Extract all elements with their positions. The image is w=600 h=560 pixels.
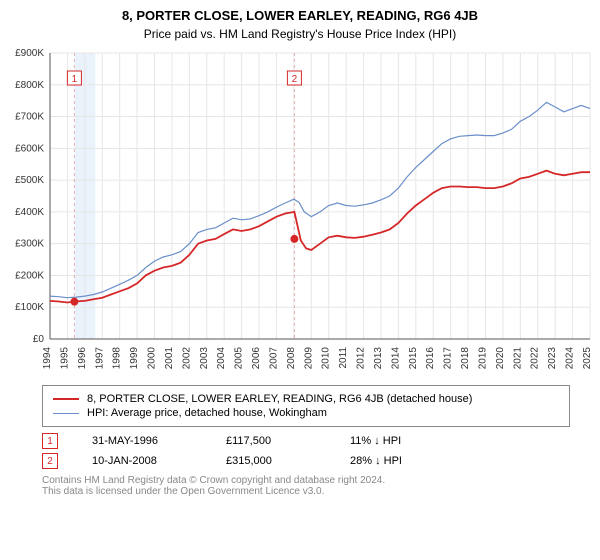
legend-swatch [53,413,79,414]
svg-text:2015: 2015 [408,347,419,370]
attribution: Contains HM Land Registry data © Crown c… [42,475,570,497]
svg-text:2016: 2016 [425,347,436,370]
series-hpi [50,102,590,297]
svg-text:1: 1 [72,74,78,85]
chart-subtitle: Price paid vs. HM Land Registry's House … [0,23,600,49]
legend-label: 8, PORTER CLOSE, LOWER EARLEY, READING, … [87,393,472,405]
legend-label: HPI: Average price, detached house, Woki… [87,407,327,419]
svg-text:1998: 1998 [112,347,123,370]
marker-price: £315,000 [226,455,316,467]
svg-text:2020: 2020 [495,347,506,370]
svg-text:2023: 2023 [547,347,558,370]
svg-text:2008: 2008 [286,347,297,370]
svg-text:2011: 2011 [338,347,349,369]
svg-text:2018: 2018 [460,347,471,370]
svg-text:2025: 2025 [582,347,593,370]
chart-container: 8, PORTER CLOSE, LOWER EARLEY, READING, … [0,0,600,497]
svg-text:1999: 1999 [129,347,140,370]
marker-delta: 28% ↓ HPI [350,455,440,467]
marker-table-row: 2 10-JAN-2008 £315,000 28% ↓ HPI [42,451,570,471]
legend-item: HPI: Average price, detached house, Woki… [53,406,559,420]
svg-text:2006: 2006 [251,347,262,370]
svg-text:£300K: £300K [15,239,44,250]
svg-text:1996: 1996 [77,347,88,370]
svg-text:£900K: £900K [15,49,44,59]
svg-text:2: 2 [292,74,298,85]
svg-text:1995: 1995 [59,347,70,370]
svg-text:2001: 2001 [164,347,175,370]
svg-text:1994: 1994 [42,347,53,370]
svg-text:£500K: £500K [15,175,44,186]
svg-text:£400K: £400K [15,207,44,218]
svg-text:2010: 2010 [321,347,332,370]
svg-text:1997: 1997 [94,347,105,370]
svg-text:2014: 2014 [390,347,401,370]
marker-date: 10-JAN-2008 [92,455,192,467]
marker-number-box: 1 [42,433,58,449]
chart-title: 8, PORTER CLOSE, LOWER EARLEY, READING, … [0,0,600,23]
marker-table-row: 1 31-MAY-1996 £117,500 11% ↓ HPI [42,431,570,451]
svg-text:£100K: £100K [15,302,44,313]
marker-delta: 11% ↓ HPI [350,435,440,447]
line-chart: £0 £100K £200K £300K £400K £500K £600K £700K £80… [0,49,600,379]
svg-text:2009: 2009 [303,347,314,370]
attribution-line: Contains HM Land Registry data © Crown c… [42,475,570,486]
svg-text:2013: 2013 [373,347,384,370]
sale-marker-dot [70,298,78,306]
legend: 8, PORTER CLOSE, LOWER EARLEY, READING, … [42,385,570,427]
svg-text:2019: 2019 [477,347,488,370]
svg-text:£800K: £800K [15,80,44,91]
series-price_paid [50,171,590,303]
svg-text:2002: 2002 [181,347,192,370]
svg-text:2005: 2005 [234,347,245,370]
legend-swatch [53,398,79,400]
legend-item: 8, PORTER CLOSE, LOWER EARLEY, READING, … [53,392,559,406]
marker-number-box: 2 [42,453,58,469]
marker-table: 1 31-MAY-1996 £117,500 11% ↓ HPI 2 10-JAN-200… [42,431,570,471]
marker-date: 31-MAY-1996 [92,435,192,447]
svg-text:2017: 2017 [443,347,454,370]
svg-text:2012: 2012 [356,347,367,370]
svg-text:£200K: £200K [15,270,44,281]
svg-text:£0: £0 [33,334,45,345]
svg-text:2000: 2000 [147,347,158,370]
svg-text:2004: 2004 [216,347,227,370]
svg-text:2021: 2021 [512,347,523,370]
marker-price: £117,500 [226,435,316,447]
svg-text:£700K: £700K [15,112,44,123]
svg-text:2003: 2003 [199,347,210,370]
sale-marker-dot [290,235,298,243]
svg-text:£600K: £600K [15,143,44,154]
attribution-line: This data is licensed under the Open Gov… [42,486,570,497]
svg-text:2007: 2007 [268,347,279,370]
svg-text:2024: 2024 [565,347,576,370]
svg-text:2022: 2022 [530,347,541,370]
